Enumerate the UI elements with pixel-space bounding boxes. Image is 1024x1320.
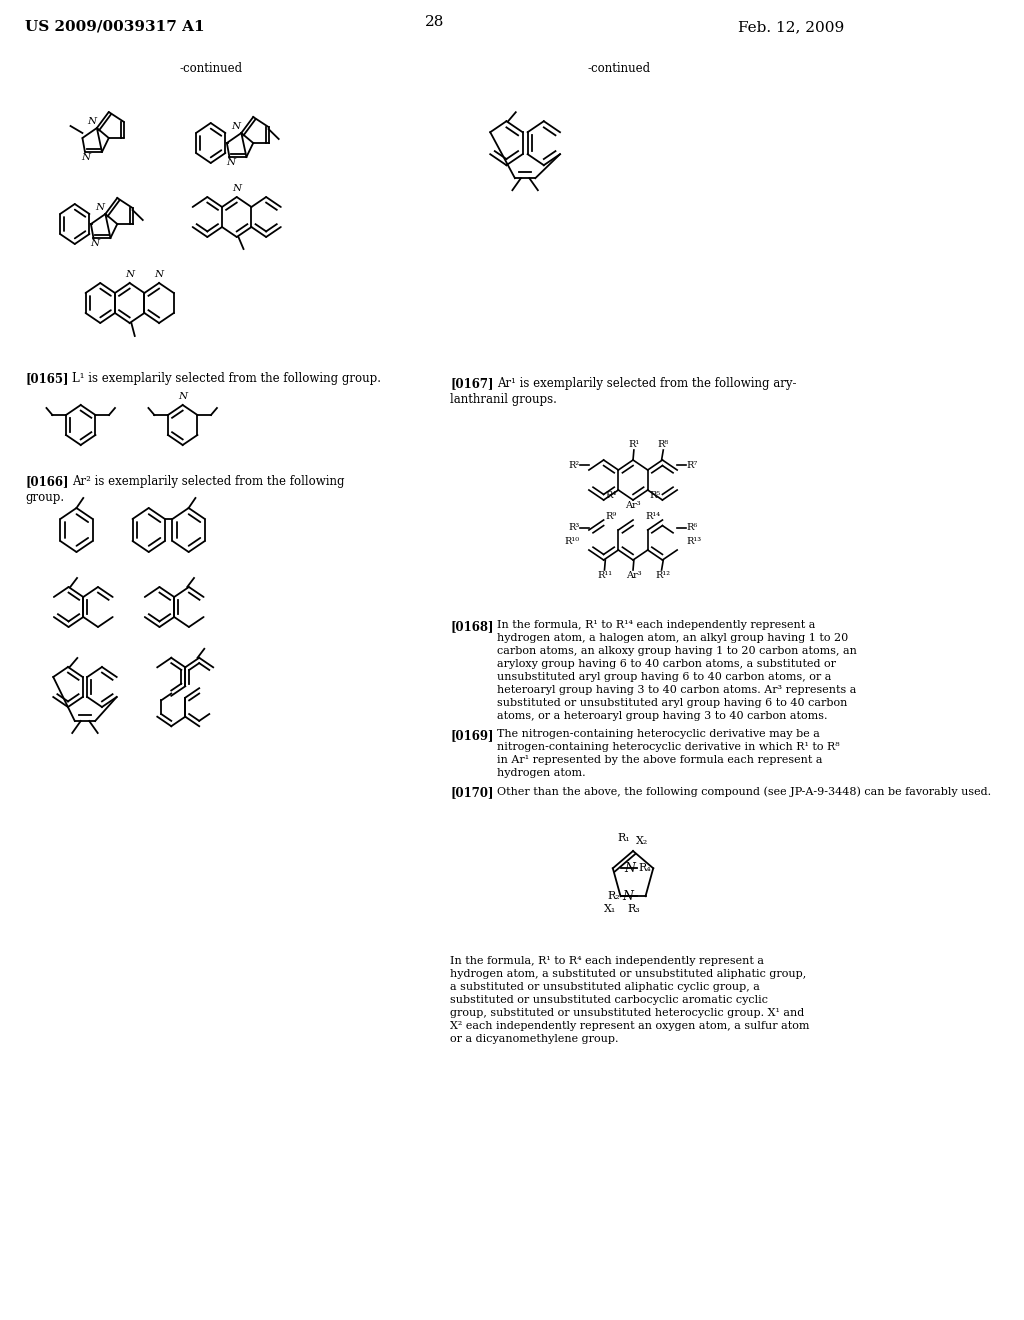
Text: or a dicyanomethylene group.: or a dicyanomethylene group.: [451, 1034, 618, 1044]
Text: in Ar¹ represented by the above formula each represent a: in Ar¹ represented by the above formula …: [497, 755, 822, 766]
Text: group.: group.: [26, 491, 65, 504]
Text: Ar¹ is exemplarily selected from the following ary-: Ar¹ is exemplarily selected from the fol…: [497, 378, 797, 389]
Text: N: N: [90, 239, 99, 248]
Text: N: N: [155, 271, 164, 279]
Text: N: N: [225, 158, 234, 168]
Text: Ar² is exemplarily selected from the following: Ar² is exemplarily selected from the fol…: [73, 475, 345, 488]
Text: X₁: X₁: [604, 904, 616, 915]
Text: R⁴: R⁴: [605, 491, 616, 500]
Text: lanthranil groups.: lanthranil groups.: [451, 393, 557, 407]
Text: nitrogen-containing heterocyclic derivative in which R¹ to R⁸: nitrogen-containing heterocyclic derivat…: [497, 742, 840, 752]
Text: atoms, or a heteroaryl group having 3 to 40 carbon atoms.: atoms, or a heteroaryl group having 3 to…: [497, 711, 827, 721]
Text: In the formula, R¹ to R⁴ each independently represent a: In the formula, R¹ to R⁴ each independen…: [451, 956, 764, 966]
Text: N: N: [95, 203, 104, 213]
Text: Feb. 12, 2009: Feb. 12, 2009: [738, 20, 845, 34]
Text: R⁵: R⁵: [649, 491, 660, 500]
Text: N: N: [623, 890, 634, 903]
Text: a substituted or unsubstituted aliphatic cyclic group, a: a substituted or unsubstituted aliphatic…: [451, 982, 760, 993]
Text: R¹⁴: R¹⁴: [645, 512, 660, 521]
Text: [0167]: [0167]: [451, 378, 494, 389]
Text: R¹¹: R¹¹: [598, 572, 613, 579]
Text: R¹⁰: R¹⁰: [564, 537, 580, 546]
Text: The nitrogen-containing heterocyclic derivative may be a: The nitrogen-containing heterocyclic der…: [497, 729, 820, 739]
Text: In the formula, R¹ to R¹⁴ each independently represent a: In the formula, R¹ to R¹⁴ each independe…: [497, 620, 815, 630]
Text: [0168]: [0168]: [451, 620, 494, 634]
Text: R¹²: R¹²: [655, 572, 671, 579]
Text: group, substituted or unsubstituted heterocyclic group. X¹ and: group, substituted or unsubstituted hete…: [451, 1008, 805, 1018]
Text: N: N: [625, 862, 636, 875]
Text: X₂: X₂: [636, 836, 648, 846]
Text: carbon atoms, an alkoxy group having 1 to 20 carbon atoms, an: carbon atoms, an alkoxy group having 1 t…: [497, 645, 857, 656]
Text: R¹³: R¹³: [686, 537, 701, 546]
Text: R₁: R₁: [617, 833, 631, 843]
Text: R₃: R₃: [628, 904, 640, 915]
Text: R₂: R₂: [607, 891, 620, 902]
Text: R³: R³: [568, 524, 580, 532]
Text: N: N: [87, 117, 96, 125]
Text: -continued: -continued: [179, 62, 243, 75]
Text: Ar³: Ar³: [626, 572, 642, 579]
Text: hydrogen atom.: hydrogen atom.: [497, 768, 586, 777]
Text: [0165]: [0165]: [26, 372, 69, 385]
Text: [0166]: [0166]: [26, 475, 69, 488]
Text: unsubstituted aryl group having 6 to 40 carbon atoms, or a: unsubstituted aryl group having 6 to 40 …: [497, 672, 831, 682]
Text: [0170]: [0170]: [451, 785, 494, 799]
Text: heteroaryl group having 3 to 40 carbon atoms. Ar³ represents a: heteroaryl group having 3 to 40 carbon a…: [497, 685, 856, 696]
Text: hydrogen atom, a halogen atom, an alkyl group having 1 to 20: hydrogen atom, a halogen atom, an alkyl …: [497, 634, 848, 643]
Text: R²: R²: [568, 461, 580, 470]
Text: N: N: [178, 392, 187, 401]
Text: N: N: [81, 153, 90, 162]
Text: R₄: R₄: [638, 863, 651, 874]
Text: 28: 28: [425, 15, 444, 29]
Text: N: N: [232, 183, 242, 193]
Text: Other than the above, the following compound (see JP-A-9-3448) can be favorably : Other than the above, the following comp…: [497, 785, 991, 796]
Text: hydrogen atom, a substituted or unsubstituted aliphatic group,: hydrogen atom, a substituted or unsubsti…: [451, 969, 807, 979]
Text: N: N: [125, 271, 134, 279]
Text: R⁸: R⁸: [657, 440, 669, 449]
Text: -continued: -continued: [587, 62, 650, 75]
Text: [0169]: [0169]: [451, 729, 494, 742]
Text: aryloxy group having 6 to 40 carbon atoms, a substituted or: aryloxy group having 6 to 40 carbon atom…: [497, 659, 836, 669]
Text: Ar³: Ar³: [626, 500, 641, 510]
Text: R¹: R¹: [629, 440, 640, 449]
Text: X² each independently represent an oxygen atom, a sulfur atom: X² each independently represent an oxyge…: [451, 1020, 810, 1031]
Text: US 2009/0039317 A1: US 2009/0039317 A1: [26, 20, 205, 34]
Text: N: N: [231, 121, 241, 131]
Text: R⁶: R⁶: [686, 524, 698, 532]
Text: R⁹: R⁹: [605, 512, 616, 521]
Text: R⁷: R⁷: [686, 461, 697, 470]
Text: L¹ is exemplarily selected from the following group.: L¹ is exemplarily selected from the foll…: [73, 372, 381, 385]
Text: substituted or unsubstituted carbocyclic aromatic cyclic: substituted or unsubstituted carbocyclic…: [451, 995, 768, 1005]
Text: substituted or unsubstituted aryl group having 6 to 40 carbon: substituted or unsubstituted aryl group …: [497, 698, 848, 708]
